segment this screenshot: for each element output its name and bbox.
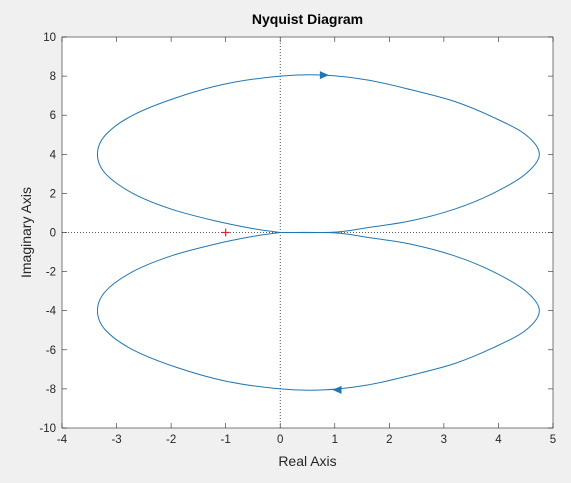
- x-tick-label: 1: [332, 434, 338, 446]
- y-tick-label: 10: [43, 32, 56, 44]
- x-axis-ticks: -4 -3 -2 -1 0 1 2 3 4 5: [57, 37, 556, 446]
- y-tick-label: -8: [46, 384, 56, 396]
- nyquist-series-upper: [96, 74, 540, 234]
- x-tick-label: -4: [57, 434, 68, 446]
- direction-arrow-left: [332, 385, 342, 394]
- x-tick-label: -2: [166, 434, 176, 446]
- y-tick-label: 4: [50, 149, 57, 161]
- x-axis-label: Real Axis: [278, 453, 336, 469]
- direction-arrows: [319, 71, 342, 394]
- y-tick-label: -6: [46, 345, 56, 357]
- x-tick-label: 4: [495, 434, 502, 446]
- nyquist-series-lower: [96, 231, 540, 391]
- x-tick-label: 3: [441, 434, 447, 446]
- y-axis-label: Imaginary Axis: [18, 187, 34, 278]
- y-tick-label: 8: [50, 71, 56, 83]
- y-tick-label: -4: [46, 306, 57, 318]
- y-tick-label: 6: [50, 110, 56, 122]
- x-tick-label: 2: [386, 434, 392, 446]
- critical-point-marker: [221, 228, 230, 237]
- y-tick-label: -10: [39, 423, 56, 435]
- x-tick-label: -3: [111, 434, 121, 446]
- x-tick-label: 0: [277, 434, 283, 446]
- x-tick-label: 5: [550, 434, 556, 446]
- y-axis-ticks: -10 -8 -6 -4 -2 0 2 4 6 8 10: [39, 32, 553, 435]
- chart-title: Nyquist Diagram: [252, 11, 363, 27]
- x-tick-label: -1: [221, 434, 231, 446]
- nyquist-curves: [96, 74, 540, 391]
- direction-arrow-right: [319, 71, 329, 80]
- y-tick-label: 0: [50, 228, 56, 240]
- y-tick-label: 2: [50, 188, 56, 200]
- y-tick-label: -2: [46, 267, 56, 279]
